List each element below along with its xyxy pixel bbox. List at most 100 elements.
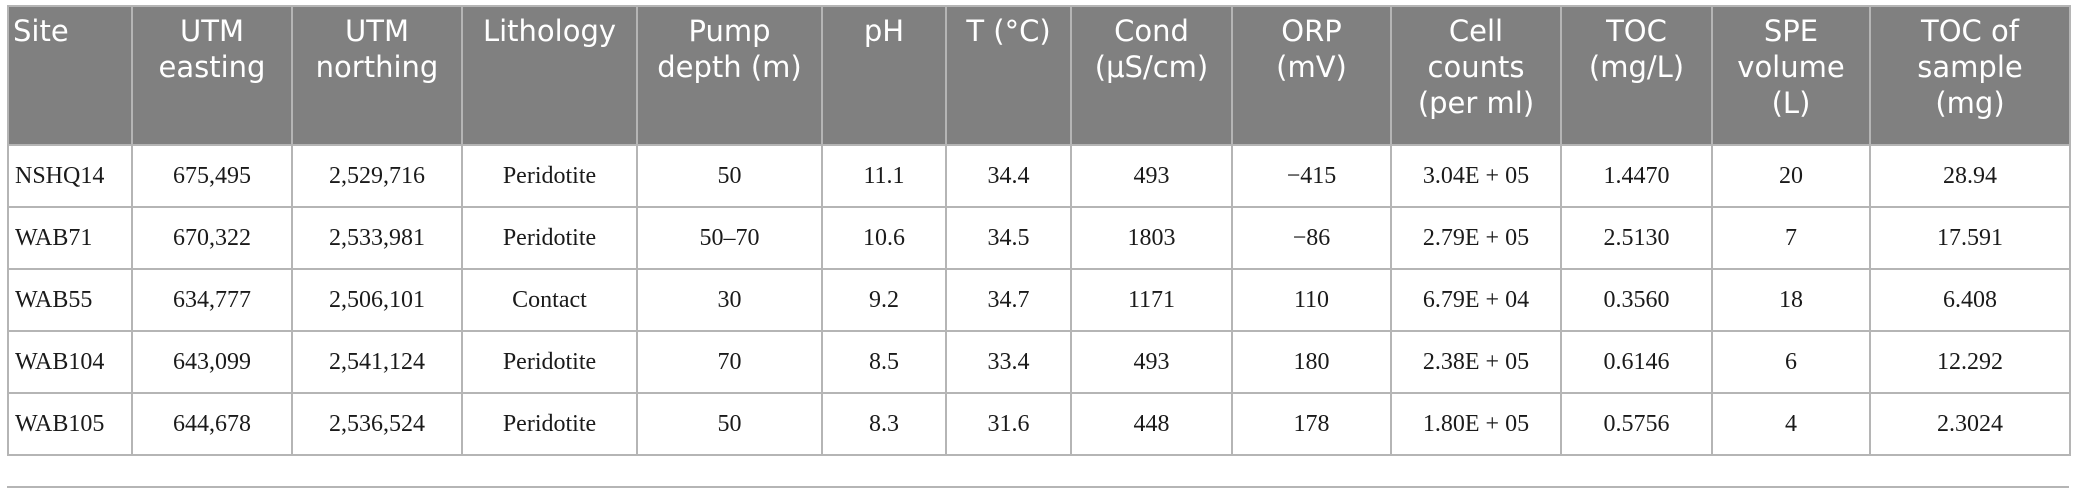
data-cell: 6 — [1711, 330, 1871, 394]
header-text: counts — [1427, 50, 1525, 84]
data-cell: 643,099 — [131, 330, 293, 394]
data-cell: −415 — [1231, 144, 1392, 208]
header-text: Cell — [1448, 14, 1504, 48]
data-cell: 34.5 — [945, 206, 1072, 270]
site-cell: NSHQ14 — [7, 144, 133, 208]
data-cell: 9.2 — [821, 268, 947, 332]
data-cell: 180 — [1231, 330, 1392, 394]
data-cell: 34.7 — [945, 268, 1072, 332]
header-text: Site — [13, 14, 69, 48]
header-text: (L) — [1771, 86, 1811, 120]
header-text: SPE — [1763, 14, 1819, 48]
data-cell: 2.79E + 05 — [1390, 206, 1562, 270]
header-cell: Site — [7, 5, 133, 146]
header-text: Lithology — [482, 14, 617, 48]
header-text: TOC of — [1921, 14, 2019, 48]
site-cell: WAB104 — [7, 330, 133, 394]
data-cell: 30 — [636, 268, 823, 332]
table-header: Site UTM easting UTM northing Lithology Pump de… — [7, 5, 2071, 146]
data-cell: 31.6 — [945, 392, 1072, 456]
header-text: volume — [1737, 50, 1845, 84]
bottom-rule — [7, 486, 2069, 488]
data-cell: 18 — [1711, 268, 1871, 332]
header-cell: Cond (μS/cm) — [1070, 5, 1233, 146]
data-cell: Peridotite — [461, 144, 638, 208]
data-table: Site UTM easting UTM northing Lithology Pump de… — [7, 5, 2071, 456]
header-text: sample — [1917, 50, 2023, 84]
data-cell: Peridotite — [461, 330, 638, 394]
header-cell: Cell counts (per ml) — [1390, 5, 1562, 146]
data-cell: −86 — [1231, 206, 1392, 270]
header-cell: Pump depth (m) — [636, 5, 823, 146]
header-row: Site UTM easting UTM northing Lithology Pump de… — [7, 5, 2071, 146]
header-cell: ORP (mV) — [1231, 5, 1392, 146]
site-cell: WAB71 — [7, 206, 133, 270]
data-cell: 644,678 — [131, 392, 293, 456]
header-text: (μS/cm) — [1094, 50, 1209, 84]
data-cell: 50 — [636, 392, 823, 456]
header-text: pH — [863, 14, 905, 48]
header-text: easting — [158, 50, 266, 84]
data-cell: 8.3 — [821, 392, 947, 456]
table-container: Site UTM easting UTM northing Lithology Pump de… — [7, 5, 2071, 456]
header-text: depth (m) — [657, 50, 802, 84]
header-text: (mg) — [1935, 86, 2005, 120]
header-cell: T (°C) — [945, 5, 1072, 146]
header-text: T (°C) — [966, 14, 1051, 48]
data-cell: 7 — [1711, 206, 1871, 270]
data-cell: 670,322 — [131, 206, 293, 270]
header-text: (per ml) — [1417, 86, 1535, 120]
data-cell: 0.6146 — [1560, 330, 1713, 394]
table-body: NSHQ14 675,495 2,529,716 Peridotite 50 11.1 34… — [7, 144, 2071, 456]
data-cell: 448 — [1070, 392, 1233, 456]
data-cell: 0.5756 — [1560, 392, 1713, 456]
table-row: WAB71 670,322 2,533,981 Peridotite 50–70 10.6… — [7, 206, 2071, 270]
data-cell: 6.79E + 04 — [1390, 268, 1562, 332]
data-cell: 33.4 — [945, 330, 1072, 394]
data-cell: 2.38E + 05 — [1390, 330, 1562, 394]
header-cell: TOC (mg/L) — [1560, 5, 1713, 146]
data-cell: 2.5130 — [1560, 206, 1713, 270]
data-cell: 11.1 — [821, 144, 947, 208]
data-cell: 4 — [1711, 392, 1871, 456]
data-cell: 10.6 — [821, 206, 947, 270]
data-cell: 0.3560 — [1560, 268, 1713, 332]
table-row: WAB55 634,777 2,506,101 Contact 30 9.2 34.7 117… — [7, 268, 2071, 332]
data-cell: 6.408 — [1869, 268, 2071, 332]
data-cell: 2,506,101 — [291, 268, 463, 332]
data-cell: 1.80E + 05 — [1390, 392, 1562, 456]
data-cell: 17.591 — [1869, 206, 2071, 270]
header-text: (mV) — [1276, 50, 1347, 84]
data-cell: 1.4470 — [1560, 144, 1713, 208]
header-text: northing — [315, 50, 439, 84]
data-cell: Contact — [461, 268, 638, 332]
data-cell: 178 — [1231, 392, 1392, 456]
data-cell: 50–70 — [636, 206, 823, 270]
site-cell: WAB105 — [7, 392, 133, 456]
header-cell: UTM northing — [291, 5, 463, 146]
data-cell: 493 — [1070, 144, 1233, 208]
data-cell: 2,536,524 — [291, 392, 463, 456]
data-cell: 50 — [636, 144, 823, 208]
header-text: ORP — [1281, 14, 1342, 48]
data-cell: 28.94 — [1869, 144, 2071, 208]
header-text: Pump — [688, 14, 771, 48]
data-cell: 34.4 — [945, 144, 1072, 208]
data-cell: 12.292 — [1869, 330, 2071, 394]
header-cell: SPE volume (L) — [1711, 5, 1871, 146]
site-cell: WAB55 — [7, 268, 133, 332]
table-row: WAB104 643,099 2,541,124 Peridotite 70 8.5 33.… — [7, 330, 2071, 394]
table-row: WAB105 644,678 2,536,524 Peridotite 50 8.3 31.… — [7, 392, 2071, 456]
header-cell: Lithology — [461, 5, 638, 146]
table-row: NSHQ14 675,495 2,529,716 Peridotite 50 11.1 34… — [7, 144, 2071, 208]
data-cell: 2,533,981 — [291, 206, 463, 270]
data-cell: 634,777 — [131, 268, 293, 332]
data-cell: Peridotite — [461, 392, 638, 456]
data-cell: 1171 — [1070, 268, 1233, 332]
header-cell: TOC of sample (mg) — [1869, 5, 2071, 146]
data-cell: 2.3024 — [1869, 392, 2071, 456]
header-text: Cond — [1114, 14, 1189, 48]
header-cell: pH — [821, 5, 947, 146]
data-cell: 3.04E + 05 — [1390, 144, 1562, 208]
